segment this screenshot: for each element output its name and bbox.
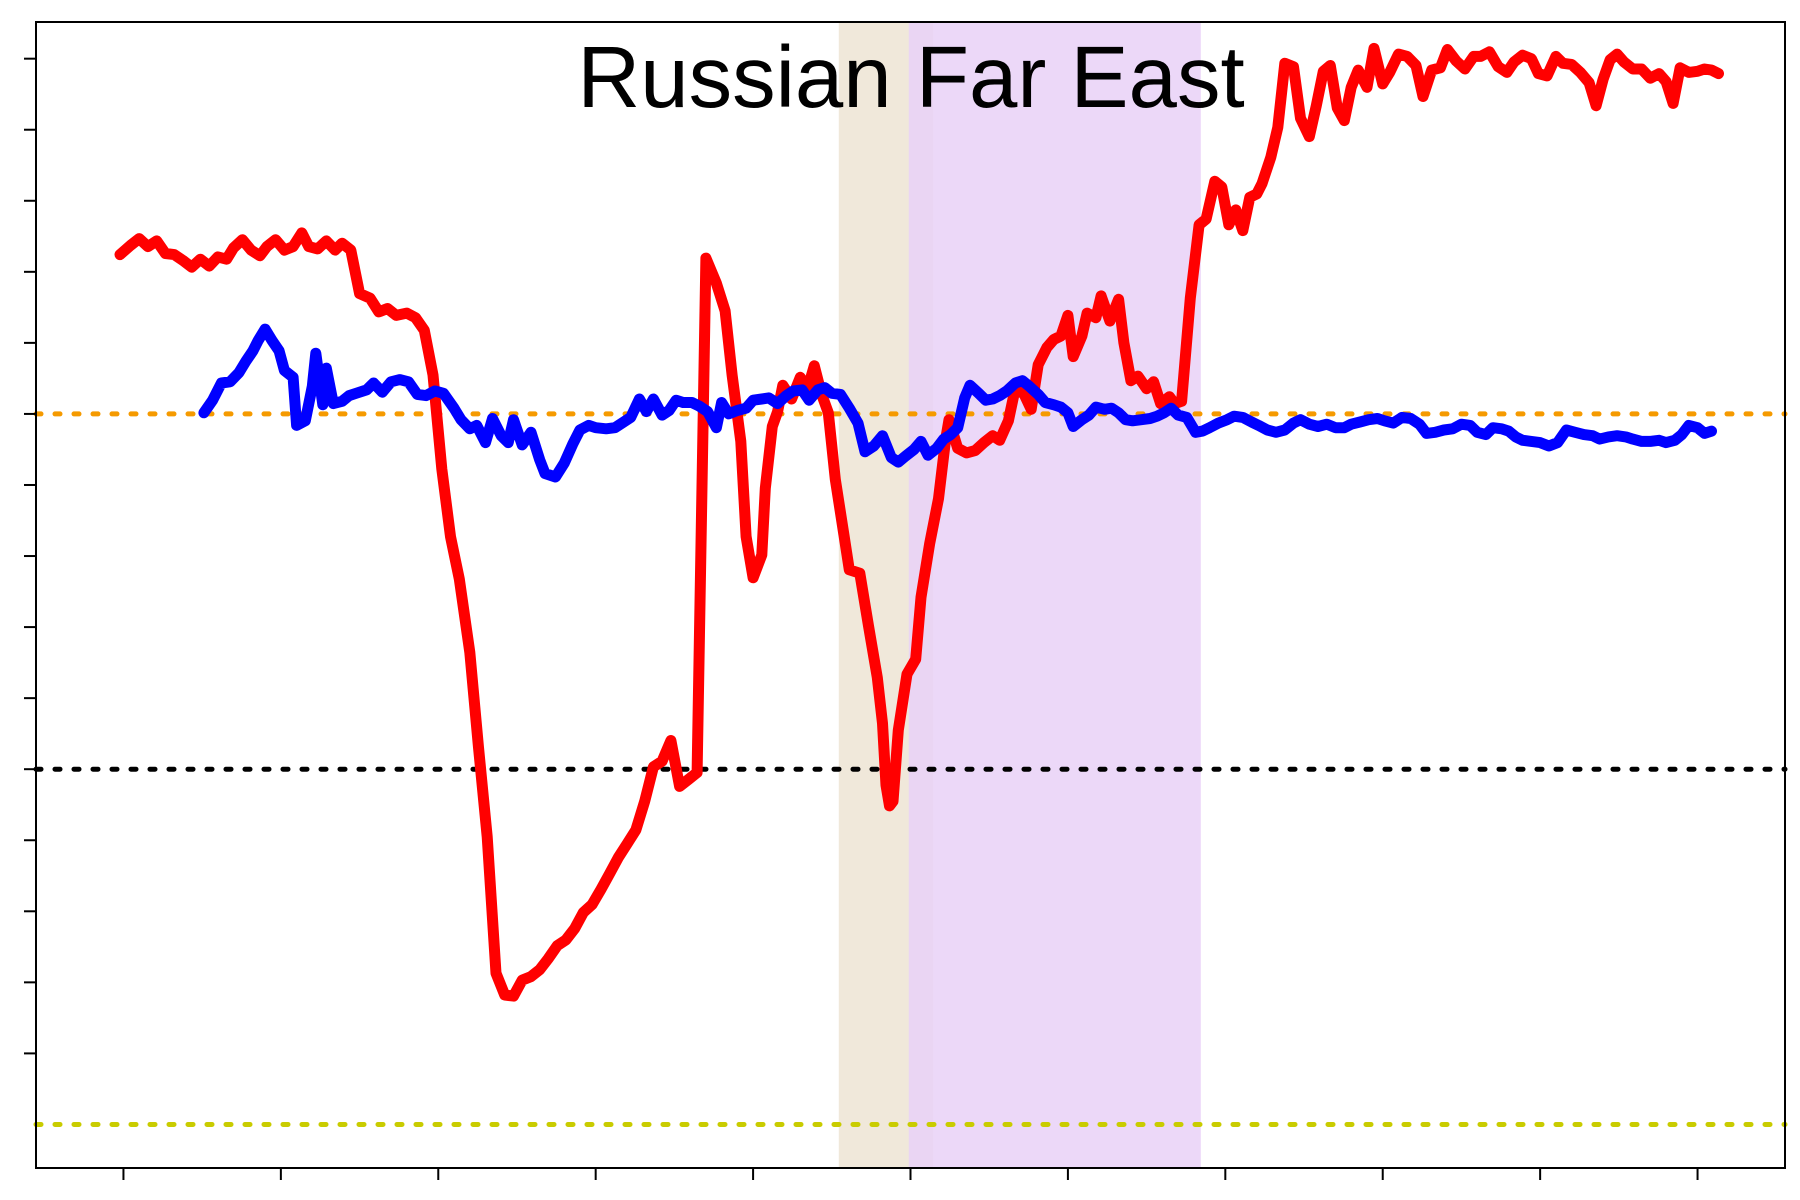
series-line-2 [198, 323, 1717, 483]
chart-title: Russian Far East [577, 29, 1244, 126]
shaded-region-2 [908, 22, 1201, 1168]
